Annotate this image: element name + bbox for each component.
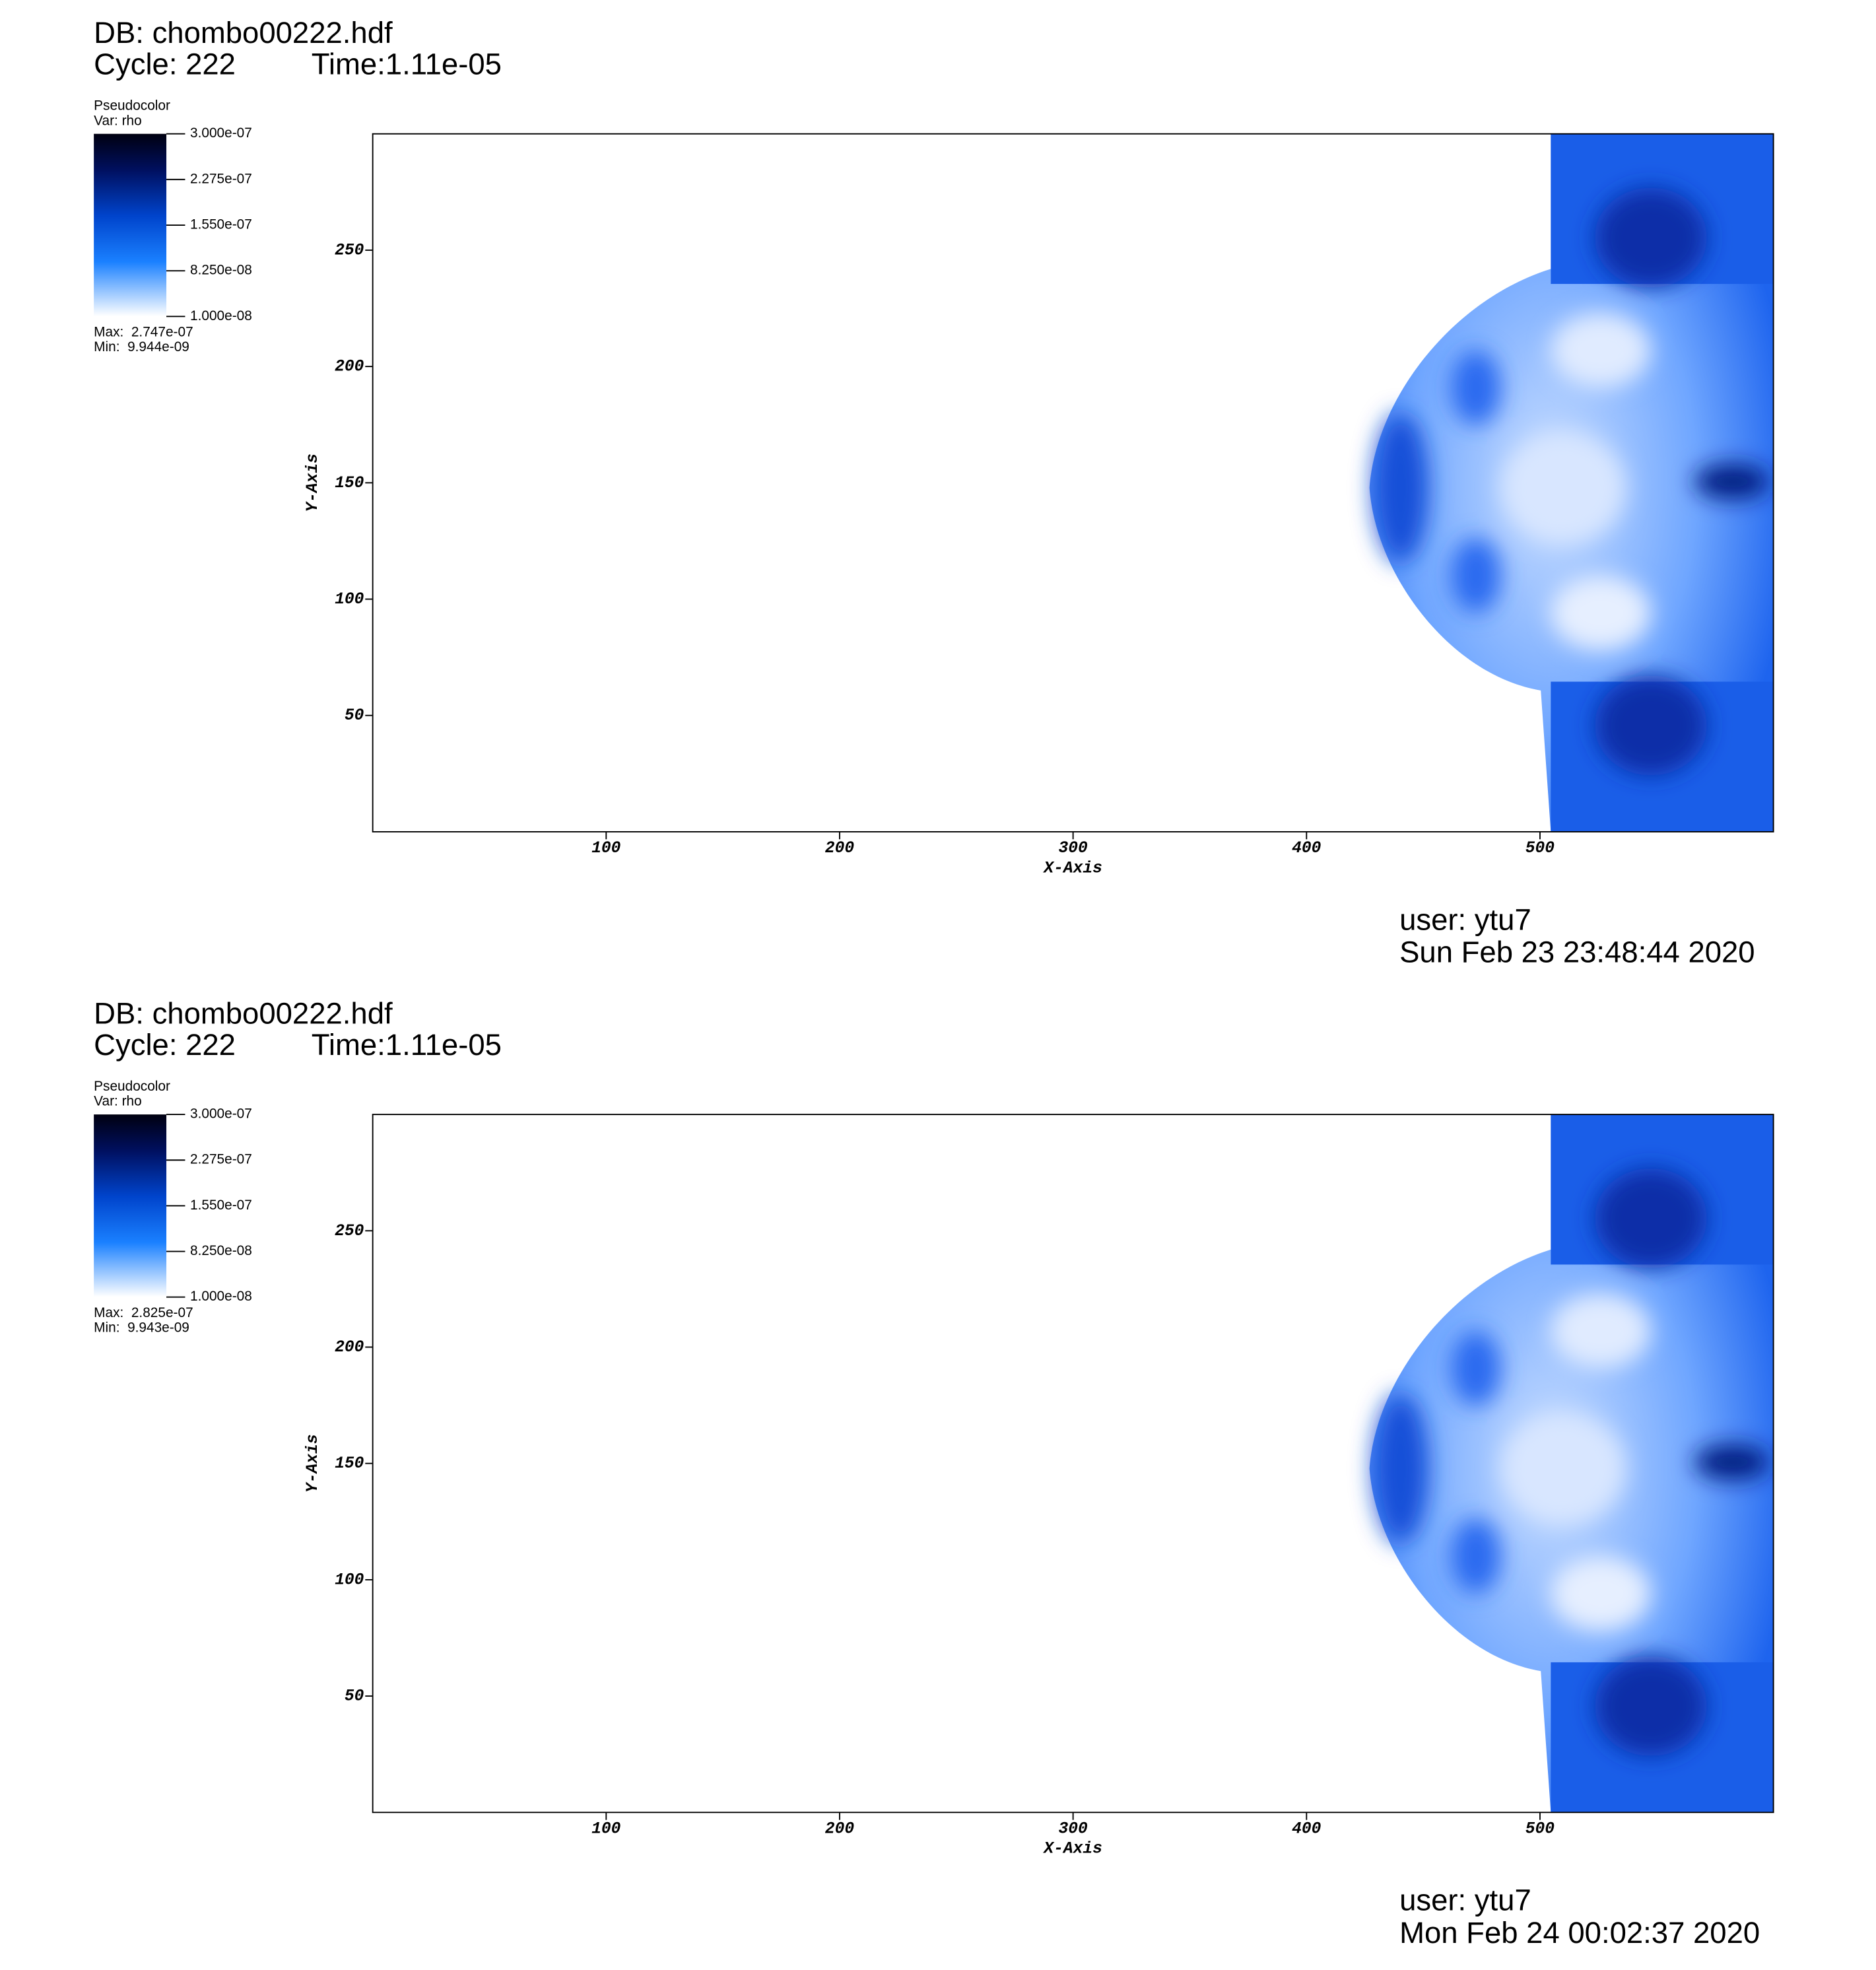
colorbar-tick-label: 1.000e-08 xyxy=(190,1289,252,1304)
x-tick-label: 500 xyxy=(1525,840,1555,858)
colorbar-tick-label: 2.275e-07 xyxy=(190,171,252,186)
legend-variable: Var: rho xyxy=(94,1094,142,1109)
colorbar-tick-label: 1.000e-08 xyxy=(190,308,252,323)
y-axis-label: Y-Axis xyxy=(304,1434,322,1493)
legend-variable: Var: rho xyxy=(94,113,142,128)
y-tick-label: 150 xyxy=(335,1455,364,1473)
y-axis-label: Y-Axis xyxy=(304,454,322,512)
x-tick-label: 400 xyxy=(1292,840,1322,858)
cycle-label: Cycle: 222 xyxy=(94,1028,236,1062)
x-tick-label: 200 xyxy=(825,1820,855,1838)
min-label: Min: 9.944e-09 xyxy=(94,339,189,355)
max-label: Max: 2.747e-07 xyxy=(94,324,193,339)
min-label: Min: 9.943e-09 xyxy=(94,1320,189,1336)
y-tick-label: 50 xyxy=(345,1688,364,1706)
user-label: user: ytu7 xyxy=(1399,1884,1531,1917)
date-label: Mon Feb 24 00:02:37 2020 xyxy=(1399,1916,1760,1950)
y-tick-label: 200 xyxy=(335,1339,364,1357)
x-tick-label: 300 xyxy=(1058,840,1088,858)
user-label: user: ytu7 xyxy=(1399,902,1531,936)
y-tick-label: 100 xyxy=(335,591,364,609)
y-tick-label: 250 xyxy=(335,242,364,259)
max-label: Max: 2.825e-07 xyxy=(94,1305,193,1320)
colorbar-tick-label: 3.000e-07 xyxy=(190,125,252,141)
colorbar-tick-label: 3.000e-07 xyxy=(190,1106,252,1122)
x-tick-label: 100 xyxy=(591,840,621,858)
x-axis-label: X-Axis xyxy=(1042,1841,1102,1858)
legend-title: Pseudocolor xyxy=(94,1079,170,1094)
legend-title: Pseudocolor xyxy=(94,98,170,114)
db-label: DB: chombo00222.hdf xyxy=(94,16,393,50)
colorbar-tick-label: 2.275e-07 xyxy=(190,1152,252,1167)
x-tick-label: 300 xyxy=(1058,1820,1088,1838)
time-label: Time:1.11e-05 xyxy=(312,47,502,81)
colorbar xyxy=(94,133,167,317)
pseudocolor-field xyxy=(1370,134,1774,832)
db-label: DB: chombo00222.hdf xyxy=(94,996,393,1030)
y-tick-label: 200 xyxy=(335,358,364,376)
colorbar xyxy=(94,1114,167,1297)
y-tick-label: 100 xyxy=(335,1571,364,1589)
panel xyxy=(1370,134,1774,1813)
y-tick-label: 50 xyxy=(345,707,364,725)
cycle-label: Cycle: 222 xyxy=(94,47,236,81)
colorbar-tick-label: 1.550e-07 xyxy=(190,1198,252,1213)
x-tick-label: 500 xyxy=(1525,1820,1555,1838)
time-label: Time:1.11e-05 xyxy=(312,1028,502,1062)
x-tick-label: 100 xyxy=(591,1820,621,1838)
x-axis-label: X-Axis xyxy=(1042,860,1102,877)
colorbar-tick-label: 8.250e-08 xyxy=(190,1243,252,1258)
y-tick-label: 150 xyxy=(335,475,364,493)
x-tick-label: 200 xyxy=(825,840,855,858)
x-tick-label: 400 xyxy=(1292,1820,1322,1838)
y-tick-label: 250 xyxy=(335,1223,364,1240)
colorbar-tick-label: 1.550e-07 xyxy=(190,217,252,232)
pseudocolor-field xyxy=(1370,1114,1774,1812)
colorbar-tick-label: 8.250e-08 xyxy=(190,263,252,278)
date-label: Sun Feb 23 23:48:44 2020 xyxy=(1399,935,1755,969)
